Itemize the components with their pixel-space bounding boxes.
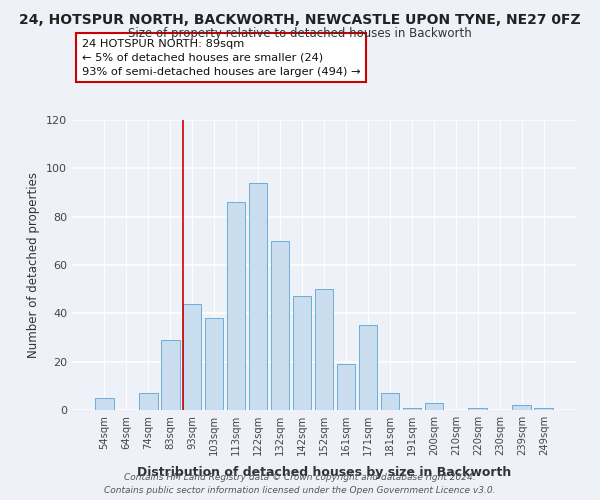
Bar	[337, 364, 355, 410]
Text: 24 HOTSPUR NORTH: 89sqm
← 5% of detached houses are smaller (24)
93% of semi-det: 24 HOTSPUR NORTH: 89sqm ← 5% of detached…	[82, 39, 361, 77]
Bar	[293, 296, 311, 410]
Bar	[205, 318, 223, 410]
Bar	[403, 408, 421, 410]
Bar	[535, 408, 553, 410]
Bar	[183, 304, 202, 410]
Text: Contains HM Land Registry data © Crown copyright and database right 2024.: Contains HM Land Registry data © Crown c…	[124, 472, 476, 482]
Bar	[271, 241, 289, 410]
Bar	[139, 393, 158, 410]
Bar	[95, 398, 113, 410]
Y-axis label: Number of detached properties: Number of detached properties	[28, 172, 40, 358]
Bar	[359, 326, 377, 410]
X-axis label: Distribution of detached houses by size in Backworth: Distribution of detached houses by size …	[137, 466, 511, 479]
Bar	[314, 289, 334, 410]
Bar	[425, 403, 443, 410]
Text: 24, HOTSPUR NORTH, BACKWORTH, NEWCASTLE UPON TYNE, NE27 0FZ: 24, HOTSPUR NORTH, BACKWORTH, NEWCASTLE …	[19, 12, 581, 26]
Bar	[469, 408, 487, 410]
Bar	[161, 340, 179, 410]
Text: Size of property relative to detached houses in Backworth: Size of property relative to detached ho…	[128, 28, 472, 40]
Bar	[227, 202, 245, 410]
Text: Contains public sector information licensed under the Open Government Licence v3: Contains public sector information licen…	[104, 486, 496, 495]
Bar	[512, 405, 531, 410]
Bar	[380, 393, 399, 410]
Bar	[249, 183, 268, 410]
